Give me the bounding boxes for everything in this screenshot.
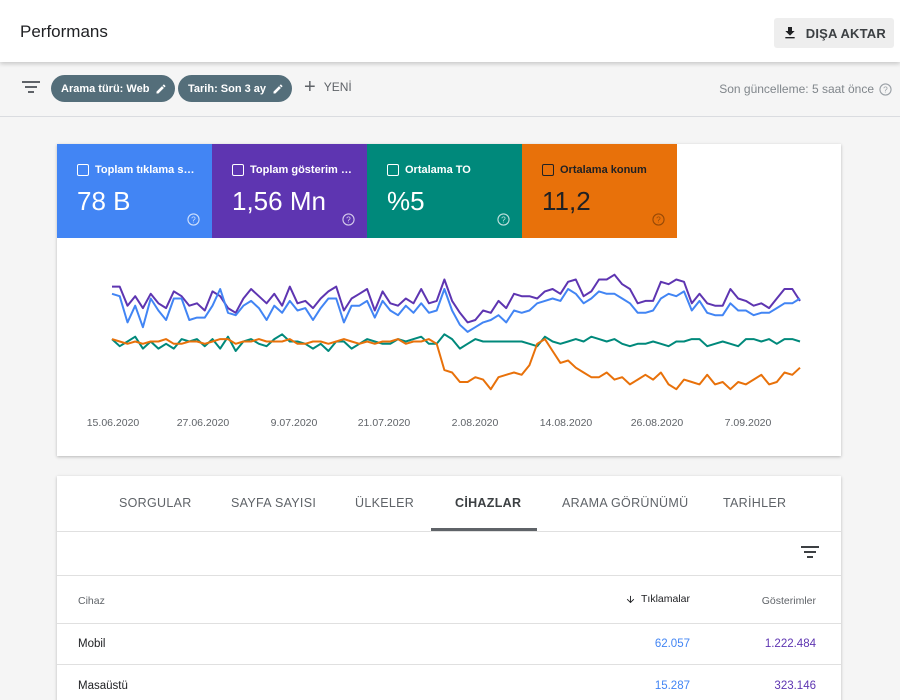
filter-bar: Arama türü: Web Tarih: Son 3 ay + YENİ S… bbox=[0, 62, 900, 117]
edit-pencil-icon bbox=[156, 83, 166, 93]
cell-device: Mobil bbox=[78, 638, 106, 650]
cell-clicks: 15.287 bbox=[654, 680, 690, 692]
sort-descending-arrow-icon bbox=[626, 595, 635, 603]
last-update-status: Son güncelleme: 5 saat önce ? bbox=[719, 82, 892, 96]
x-tick-label: 15.06.2020 bbox=[87, 417, 140, 429]
metric-average-ctr[interactable]: Ortalama TO %5 ? bbox=[367, 144, 522, 238]
metric-label: Ortalama TO bbox=[405, 164, 471, 176]
help-icon[interactable]: ? bbox=[342, 213, 355, 226]
svg-text:?: ? bbox=[501, 214, 506, 224]
cell-impressions: 323.146 bbox=[774, 680, 816, 692]
x-tick-label: 26.08.2020 bbox=[631, 417, 684, 429]
plus-icon: + bbox=[304, 76, 316, 98]
table-toolbar bbox=[57, 532, 841, 576]
metric-value: 78 B bbox=[77, 186, 131, 216]
checkbox-checked-icon bbox=[387, 164, 399, 176]
active-tab-indicator bbox=[431, 528, 537, 531]
svg-text:?: ? bbox=[656, 214, 661, 224]
series-line-3 bbox=[111, 333, 801, 352]
performance-chart-card: Toplam tıklama sayısı 78 B ? Toplam göst… bbox=[57, 144, 841, 456]
checkbox-checked-icon bbox=[77, 164, 89, 176]
export-button-label: DIŞA AKTAR bbox=[805, 25, 886, 41]
x-tick-label: 14.08.2020 bbox=[540, 417, 593, 429]
x-tick-label: 9.07.2020 bbox=[271, 417, 318, 429]
table-header: Cihaz Tıklamalar Gösterimler bbox=[57, 576, 841, 624]
tab-search-appearance[interactable]: ARAMA GÖRÜNÜMÜ bbox=[562, 496, 689, 510]
x-tick-label: 7.09.2020 bbox=[725, 417, 772, 429]
svg-text:?: ? bbox=[191, 214, 196, 224]
search-type-chip[interactable]: Arama türü: Web bbox=[51, 75, 176, 102]
table-row[interactable]: Masaüstü 15.287 323.146 bbox=[57, 666, 841, 700]
metric-total-impressions[interactable]: Toplam gösterim sayısı 1,56 Mn ? bbox=[212, 144, 367, 238]
filter-list-icon[interactable] bbox=[22, 80, 40, 94]
last-update-text: Son güncelleme: 5 saat önce bbox=[719, 82, 874, 96]
date-range-chip[interactable]: Tarih: Son 3 ay bbox=[178, 75, 293, 102]
metric-value: 1,56 Mn bbox=[232, 186, 326, 216]
metric-average-position[interactable]: Ortalama konum 11,2 ? bbox=[522, 144, 677, 238]
x-tick-label: 27.06.2020 bbox=[177, 417, 230, 429]
tab-devices[interactable]: CİHAZLAR bbox=[455, 496, 522, 510]
metric-value: 11,2 bbox=[542, 186, 591, 216]
performance-line-chart: 15.06.2020 27.06.2020 9.07.2020 21.07.2020 2… bbox=[87, 273, 801, 429]
new-filter-label: YENİ bbox=[323, 80, 352, 94]
tab-countries[interactable]: ÜLKELER bbox=[355, 496, 415, 510]
column-header-device[interactable]: Cihaz bbox=[78, 595, 105, 607]
new-filter-button[interactable]: + YENİ bbox=[304, 76, 352, 98]
help-icon[interactable]: ? bbox=[187, 213, 200, 226]
help-icon[interactable]: ? bbox=[879, 82, 892, 96]
metric-value: %5 bbox=[387, 186, 425, 216]
date-range-chip-label: Tarih: Son 3 ay bbox=[188, 82, 267, 95]
cell-clicks: 62.057 bbox=[654, 638, 690, 650]
tab-pages[interactable]: SAYFA SAYISI bbox=[231, 496, 317, 510]
metric-label: Toplam tıklama sayısı bbox=[95, 164, 200, 176]
column-header-clicks-label: Tıklamalar bbox=[640, 593, 690, 605]
series-line-2 bbox=[111, 288, 801, 333]
cell-impressions: 1.222.484 bbox=[764, 638, 816, 650]
tab-queries[interactable]: SORGULAR bbox=[119, 496, 192, 510]
svg-text:?: ? bbox=[883, 84, 888, 94]
dimension-tabs: SORGULAR SAYFA SAYISI ÜLKELER CİHAZLAR A… bbox=[57, 476, 841, 532]
column-header-clicks[interactable]: Tıklamalar bbox=[625, 593, 690, 605]
x-tick-label: 2.08.2020 bbox=[452, 417, 499, 429]
checkbox-checked-icon bbox=[542, 164, 554, 176]
filter-list-icon[interactable] bbox=[801, 545, 819, 559]
tab-dates[interactable]: TARİHLER bbox=[723, 496, 787, 510]
series-line-4 bbox=[111, 338, 801, 391]
svg-text:?: ? bbox=[346, 214, 351, 224]
help-icon[interactable]: ? bbox=[652, 213, 665, 226]
export-button[interactable]: DIŞA AKTAR bbox=[773, 18, 894, 48]
checkbox-checked-icon bbox=[232, 164, 244, 176]
column-header-impressions[interactable]: Gösterimler bbox=[761, 595, 816, 607]
download-icon bbox=[785, 27, 795, 39]
search-type-chip-label: Arama türü: Web bbox=[61, 82, 150, 95]
metric-label: Toplam gösterim sayısı bbox=[250, 164, 355, 176]
cell-device: Masaüstü bbox=[78, 680, 128, 692]
edit-pencil-icon bbox=[273, 83, 283, 93]
metric-total-clicks[interactable]: Toplam tıklama sayısı 78 B ? bbox=[57, 144, 212, 238]
top-bar: Performans DIŞA AKTAR bbox=[0, 0, 900, 62]
dimension-table-card: SORGULAR SAYFA SAYISI ÜLKELER CİHAZLAR A… bbox=[57, 476, 841, 700]
table-row[interactable]: Mobil 62.057 1.222.484 bbox=[57, 624, 841, 665]
metric-label: Ortalama konum bbox=[560, 164, 647, 176]
x-tick-label: 21.07.2020 bbox=[358, 417, 411, 429]
page-title: Performans bbox=[20, 22, 108, 41]
help-icon[interactable]: ? bbox=[497, 213, 510, 226]
